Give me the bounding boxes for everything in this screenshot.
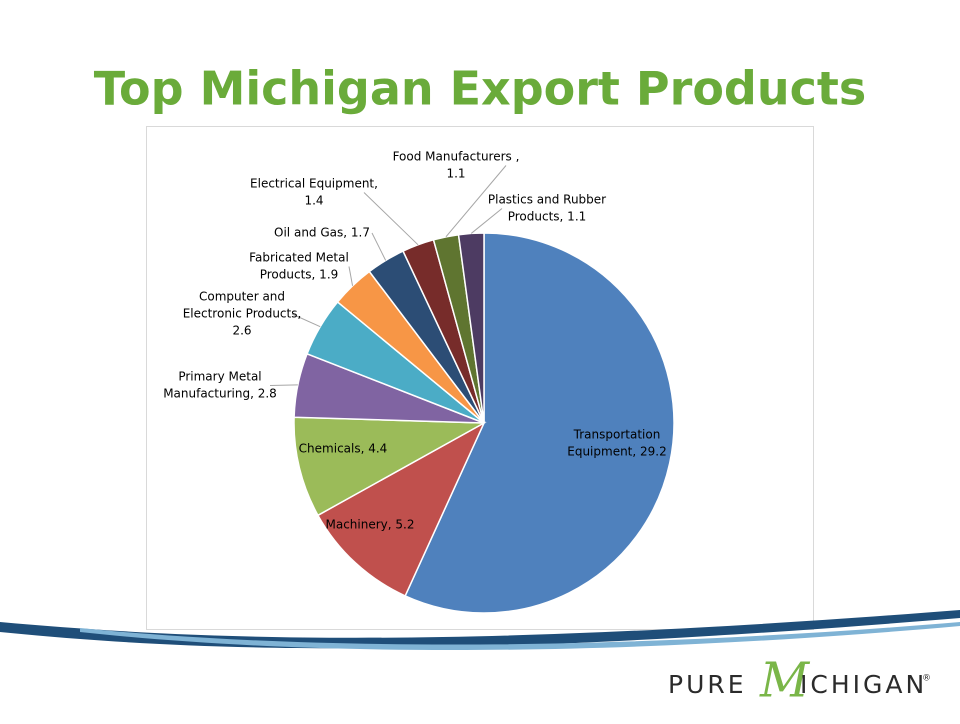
logo-registered: ® — [922, 674, 931, 684]
data-label: Electrical Equipment, — [250, 177, 378, 191]
data-label: Manufacturing, 2.8 — [163, 387, 277, 401]
data-label: Primary Metal — [178, 370, 261, 384]
data-label: Food Manufacturers , — [393, 150, 520, 164]
swoosh — [0, 610, 960, 651]
pie-slice — [404, 232, 675, 614]
data-label: Products, 1.9 — [260, 268, 339, 282]
data-label: Products, 1.1 — [508, 210, 587, 224]
data-label: Machinery, 5.2 — [326, 518, 415, 532]
leader-line — [269, 384, 298, 386]
logo: PURE M ICHIGAN ® — [668, 653, 931, 709]
data-label: Equipment, 29.2 — [567, 445, 667, 459]
leader-line — [371, 232, 387, 261]
data-label: 1.4 — [304, 194, 323, 208]
pie-slice — [316, 421, 486, 597]
leader-line — [470, 208, 503, 234]
leader-line — [363, 192, 419, 246]
leader-line — [445, 165, 507, 238]
data-label: 1.1 — [446, 167, 465, 181]
pie-slice — [293, 416, 487, 517]
logo-text: PURE — [668, 670, 747, 699]
data-label: Chemicals, 4.4 — [299, 442, 388, 456]
data-label: 2.6 — [232, 324, 251, 338]
data-label: Plastics and Rubber — [488, 193, 606, 207]
leader-line — [291, 313, 321, 328]
logo-text: ICHIGAN — [800, 670, 927, 699]
data-label: Transportation — [573, 428, 661, 442]
title: Top Michigan Export Products — [94, 62, 867, 116]
pie: Transportation Equipment, 29.2 Machinery, … — [163, 150, 675, 614]
data-label: Fabricated Metal — [249, 251, 349, 265]
data-label: Electronic Products, — [183, 307, 302, 321]
leader-line — [348, 266, 354, 286]
data-label: Oil and Gas, 1.7 — [274, 226, 370, 240]
logo-mark: M — [759, 653, 811, 709]
data-label: Computer and — [199, 290, 285, 304]
